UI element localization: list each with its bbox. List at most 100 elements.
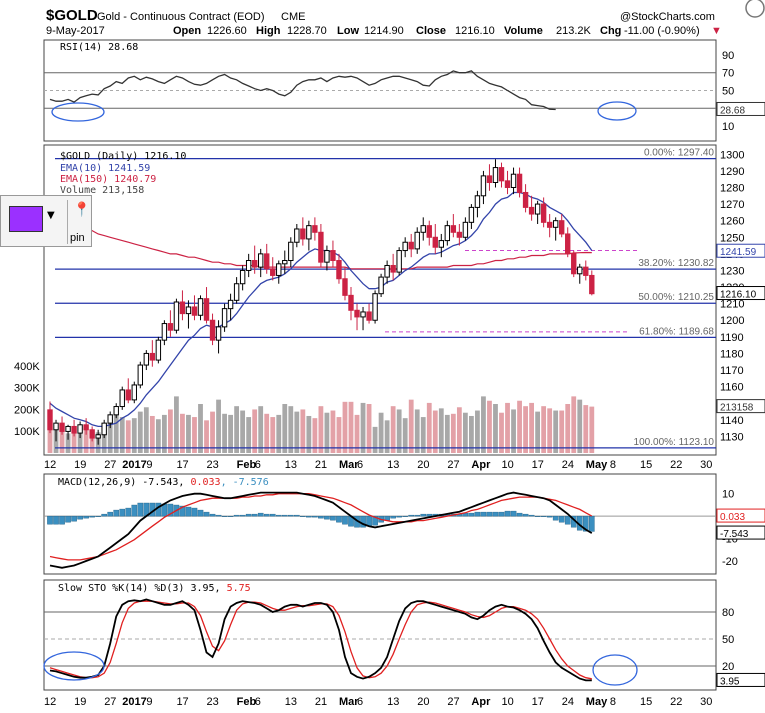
candle-body bbox=[372, 293, 378, 321]
candle-body bbox=[107, 414, 113, 424]
volume-bar bbox=[324, 412, 330, 453]
volume-bar bbox=[487, 400, 492, 453]
macd-legend-signal: 0.033 bbox=[190, 477, 220, 488]
candle-body bbox=[589, 274, 595, 295]
rsi-value-tag: 28.68 bbox=[720, 105, 745, 116]
macd-hist-bar bbox=[546, 515, 553, 518]
candle-body bbox=[528, 206, 535, 215]
macd-hist-bar bbox=[281, 514, 288, 517]
candle-body bbox=[552, 220, 559, 228]
volume-bar bbox=[589, 406, 595, 453]
x-tick-label-bottom: 21 bbox=[315, 696, 327, 708]
x-tick-label-bottom: 6 bbox=[357, 696, 363, 708]
candle-body bbox=[53, 422, 59, 431]
x-tick-label: 6 bbox=[357, 459, 363, 471]
pin-label[interactable]: pin bbox=[70, 232, 85, 244]
macd-legend-main: MACD(12,26,9) -7.543, bbox=[58, 477, 190, 488]
volume-bar bbox=[270, 417, 276, 453]
macd-hist-bar bbox=[540, 515, 547, 517]
volume-bar bbox=[252, 409, 258, 453]
candle-body bbox=[258, 253, 264, 268]
x-tick-label-bottom: 2017 bbox=[122, 696, 146, 708]
volume-bar bbox=[137, 411, 143, 453]
candle-body bbox=[498, 167, 505, 182]
macd-hist-bar bbox=[402, 515, 408, 517]
fib-label: 0.00%: 1297.40 bbox=[644, 148, 714, 159]
volume-bar bbox=[101, 427, 107, 453]
volume-bar bbox=[432, 410, 438, 453]
volume-legend: Volume 213,158 bbox=[60, 185, 144, 196]
candle-body bbox=[83, 424, 89, 431]
volume-bar bbox=[174, 396, 179, 453]
x-tick-label-bottom: 30 bbox=[700, 696, 712, 708]
x-tick-label-bottom: 12 bbox=[44, 696, 56, 708]
macd-hist-bar bbox=[330, 515, 336, 521]
x-tick-label: 13 bbox=[387, 459, 399, 471]
sto-y-tick: 20 bbox=[722, 661, 734, 673]
candle-body bbox=[59, 422, 65, 432]
macd-hist-bar bbox=[137, 502, 144, 517]
macd-hist-bar bbox=[468, 512, 475, 517]
close-value-tag: 1216.10 bbox=[720, 290, 757, 301]
macd-hist-bar bbox=[582, 515, 589, 532]
volume-bar bbox=[240, 410, 246, 453]
price-layer: 100K200K300K400K113011401150116011701180… bbox=[14, 148, 765, 471]
ema150-legend: EMA(150) 1240.79 bbox=[60, 174, 156, 185]
candle-body bbox=[456, 231, 463, 238]
candle-body bbox=[486, 175, 493, 184]
macd-y-tick: 10 bbox=[722, 489, 734, 501]
macd-legend-hist: , -7.576 bbox=[221, 477, 269, 488]
macd-hist-bar bbox=[390, 515, 396, 519]
volume-bar bbox=[342, 401, 348, 453]
macd-hist-bar bbox=[95, 515, 101, 517]
pin-button[interactable] bbox=[67, 200, 90, 244]
macd-hist-bar bbox=[59, 515, 65, 525]
volume-bar bbox=[318, 406, 324, 453]
x-tick-label: 9 bbox=[146, 459, 152, 471]
candle-body bbox=[474, 195, 481, 208]
x-tick-label-bottom: 24 bbox=[562, 696, 574, 708]
instrument-name: Gold - Continuous Contract (EOD) bbox=[97, 11, 265, 23]
candle-body bbox=[565, 233, 571, 255]
macd-hist-bar bbox=[89, 515, 95, 518]
candle-body bbox=[276, 263, 282, 276]
brand-label[interactable]: @StockCharts.com bbox=[620, 11, 715, 23]
sto-legend: Slow STO %K(14) %D(3) 3.95, 5.75 bbox=[58, 583, 251, 594]
candle-body bbox=[89, 429, 95, 439]
x-tick-label-bottom: Mar bbox=[339, 696, 359, 708]
volume-bar bbox=[161, 414, 167, 453]
x-tick-label-bottom: 13 bbox=[387, 696, 399, 708]
x-tick-label: 6 bbox=[255, 459, 261, 471]
color-swatch[interactable] bbox=[9, 206, 43, 232]
sto-highlight-ellipse bbox=[592, 654, 638, 686]
volume-bar bbox=[89, 431, 95, 453]
close-value-tag-box bbox=[716, 286, 765, 301]
volume-bar bbox=[71, 432, 77, 453]
annotation-toolbox[interactable]: ▼ 📍 pin bbox=[0, 195, 92, 247]
volume-bar bbox=[396, 409, 402, 453]
x-tick-label-bottom: Apr bbox=[471, 696, 491, 708]
volume-label: Volume bbox=[504, 25, 543, 37]
pin-icon[interactable]: 📍 bbox=[73, 202, 91, 218]
dropdown-arrow-icon[interactable]: ▼ bbox=[47, 210, 55, 221]
volume-y-tick: 200K bbox=[14, 404, 40, 416]
volume-value-tag: 213158 bbox=[720, 403, 754, 414]
macd-hist-bar bbox=[209, 513, 216, 517]
volume-bar bbox=[517, 400, 522, 453]
sto-y-tick: 50 bbox=[722, 634, 734, 646]
rsi-y-tick: 50 bbox=[722, 86, 734, 98]
candle-body bbox=[173, 301, 180, 331]
candle-body bbox=[270, 268, 276, 276]
candle-body bbox=[330, 250, 336, 262]
volume-bar bbox=[246, 417, 252, 453]
candle-body bbox=[546, 221, 553, 228]
x-tick-label: 24 bbox=[562, 459, 574, 471]
volume-bar bbox=[450, 413, 456, 453]
close-icon[interactable] bbox=[745, 0, 765, 18]
volume-y-tick: 300K bbox=[14, 383, 40, 395]
volume-bar bbox=[282, 404, 288, 453]
chg-value: -11.00 (-0.90%) bbox=[624, 25, 700, 37]
volume-bar bbox=[559, 410, 565, 453]
macd-legend: MACD(12,26,9) -7.543, 0.033, -7.576 bbox=[58, 477, 269, 488]
macd-value-tag-box bbox=[716, 525, 765, 540]
